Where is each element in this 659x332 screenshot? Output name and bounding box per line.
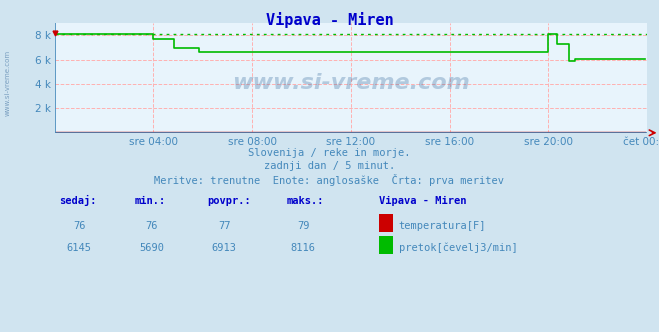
Text: 76: 76 [146,221,158,231]
Text: temperatura[F]: temperatura[F] [399,221,486,231]
Text: 77: 77 [218,221,230,231]
Text: www.si-vreme.com: www.si-vreme.com [5,50,11,116]
Text: 6145: 6145 [67,243,92,253]
Text: Vipava - Miren: Vipava - Miren [266,12,393,28]
Text: 76: 76 [73,221,85,231]
Text: min.:: min.: [135,196,166,206]
Text: zadnji dan / 5 minut.: zadnji dan / 5 minut. [264,161,395,171]
Text: 8116: 8116 [291,243,316,253]
Text: Meritve: trenutne  Enote: anglosaške  Črta: prva meritev: Meritve: trenutne Enote: anglosaške Črta… [154,174,505,186]
Text: pretok[čevelj3/min]: pretok[čevelj3/min] [399,242,517,253]
Text: Slovenija / reke in morje.: Slovenija / reke in morje. [248,148,411,158]
Text: povpr.:: povpr.: [208,196,251,206]
Text: maks.:: maks.: [287,196,324,206]
Text: sedaj:: sedaj: [59,195,97,206]
Text: 79: 79 [297,221,309,231]
Text: www.si-vreme.com: www.si-vreme.com [232,73,470,94]
Text: Vipava - Miren: Vipava - Miren [379,196,467,206]
Text: 5690: 5690 [139,243,164,253]
Text: 6913: 6913 [212,243,237,253]
